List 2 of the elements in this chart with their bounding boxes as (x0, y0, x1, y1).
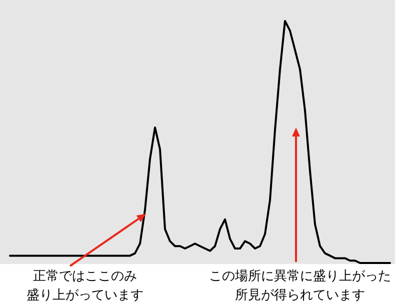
text: この場所に異常に盛り上がった所見が得られています (209, 269, 391, 303)
text: 正常ではここのみ盛り上がっています (26, 269, 144, 303)
